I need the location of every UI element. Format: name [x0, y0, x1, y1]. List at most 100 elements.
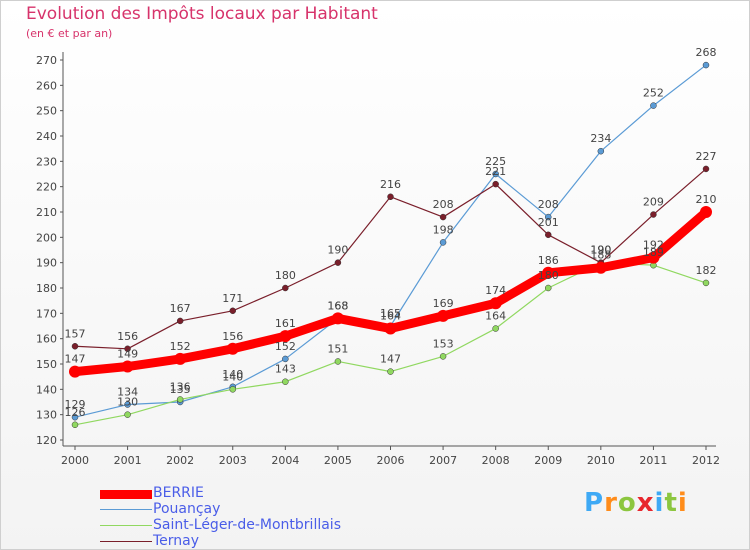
logo-letter: t [664, 488, 678, 518]
data-point [384, 322, 397, 335]
y-tick-label: 260 [36, 79, 57, 92]
legend-label: Pouançay [153, 501, 221, 517]
logo-letter: o [617, 488, 637, 518]
data-label: 156 [117, 330, 138, 343]
x-tick-label: 2004 [271, 454, 299, 467]
data-point [702, 165, 710, 173]
data-label: 165 [380, 307, 401, 320]
data-point [545, 284, 552, 292]
data-point [542, 266, 555, 279]
data-label: 180 [275, 269, 296, 282]
data-point [387, 193, 394, 201]
data-point [439, 353, 447, 360]
logo-letter: i [677, 488, 688, 518]
data-point [69, 365, 81, 378]
data-point [174, 352, 187, 365]
data-point [545, 213, 552, 221]
legend-label: BERRIE [153, 485, 204, 501]
data-label: 174 [485, 284, 506, 297]
data-point [71, 413, 79, 421]
data-point [124, 401, 131, 408]
data-label: 234 [590, 132, 611, 145]
data-label: 167 [170, 302, 191, 315]
data-label: 227 [696, 150, 717, 163]
data-point [492, 180, 499, 188]
logo-letter: x [636, 488, 655, 518]
data-label: 140 [222, 368, 243, 381]
data-label: 161 [275, 317, 296, 330]
y-tick-label: 180 [36, 282, 57, 295]
data-point [702, 61, 710, 69]
data-point [489, 297, 502, 310]
y-tick-label: 220 [36, 181, 57, 194]
data-point [387, 368, 394, 375]
data-point [226, 342, 239, 355]
data-point [650, 211, 657, 218]
data-point [700, 206, 712, 218]
data-label: 182 [696, 264, 717, 277]
data-label: 221 [485, 165, 506, 178]
data-point [439, 239, 447, 246]
data-label: 268 [696, 46, 717, 59]
data-label: 209 [643, 196, 664, 209]
x-tick-label: 2005 [324, 454, 352, 467]
data-point [492, 325, 499, 332]
data-label: 190 [590, 244, 611, 257]
data-label: 225 [485, 155, 506, 168]
line-chart: 120 130 140 150 160 170 180 190 200 210 220 230 240 2… [36, 46, 720, 467]
x-tick-label: 2003 [219, 454, 247, 467]
data-point [176, 396, 184, 403]
legend-swatch-saint-leger [100, 525, 152, 526]
y-tick-label: 250 [36, 105, 57, 118]
data-point [492, 170, 499, 178]
data-point [650, 102, 657, 109]
logo-letter: i [654, 488, 665, 518]
legend-swatch-ternay [100, 541, 152, 542]
data-label: 188 [590, 249, 611, 262]
logo-letter: r [604, 488, 618, 518]
y-tick-label: 210 [36, 206, 57, 219]
data-label: 153 [433, 337, 454, 350]
data-point [334, 259, 342, 266]
data-label: 208 [433, 198, 454, 211]
data-point [229, 386, 236, 393]
data-point [124, 345, 131, 353]
data-label: 180 [538, 269, 559, 282]
data-point [594, 261, 607, 274]
x-tick-label: 2007 [429, 454, 457, 467]
data-label: 143 [275, 363, 296, 376]
data-label: 216 [380, 178, 401, 191]
data-label: 201 [538, 216, 559, 229]
data-label: 208 [538, 198, 559, 211]
data-label: 152 [275, 340, 296, 353]
y-tick-label: 150 [36, 358, 57, 371]
data-label: 168 [327, 299, 348, 312]
data-label: 149 [117, 348, 138, 361]
data-point [176, 317, 184, 325]
legend-swatch-pouancay [100, 509, 152, 510]
data-label: 171 [222, 292, 243, 305]
data-label: 134 [117, 386, 138, 399]
data-label: 168 [327, 299, 348, 312]
x-tick-label: 2008 [482, 454, 510, 467]
y-tick-label: 170 [36, 307, 57, 320]
data-point [229, 307, 236, 315]
data-label: 151 [327, 342, 348, 355]
x-tick-label: 2010 [587, 454, 615, 467]
legend-swatch-berrie [100, 490, 152, 499]
data-point [647, 251, 660, 264]
x-tick-label: 2001 [114, 454, 142, 467]
data-point [439, 213, 447, 221]
data-point [279, 330, 292, 343]
y-tick-label: 270 [36, 54, 57, 67]
y-tick-label: 190 [36, 257, 57, 270]
x-tick-label: 2009 [534, 454, 562, 467]
data-point [71, 421, 79, 429]
chart-subtitle: (en € et par an) [26, 27, 113, 40]
data-point [121, 360, 134, 373]
legend-label: Ternay [153, 533, 200, 549]
data-point [545, 231, 552, 239]
data-label: 164 [380, 310, 401, 323]
x-tick-label: 2006 [377, 454, 405, 467]
x-tick-label: 2000 [61, 454, 89, 467]
